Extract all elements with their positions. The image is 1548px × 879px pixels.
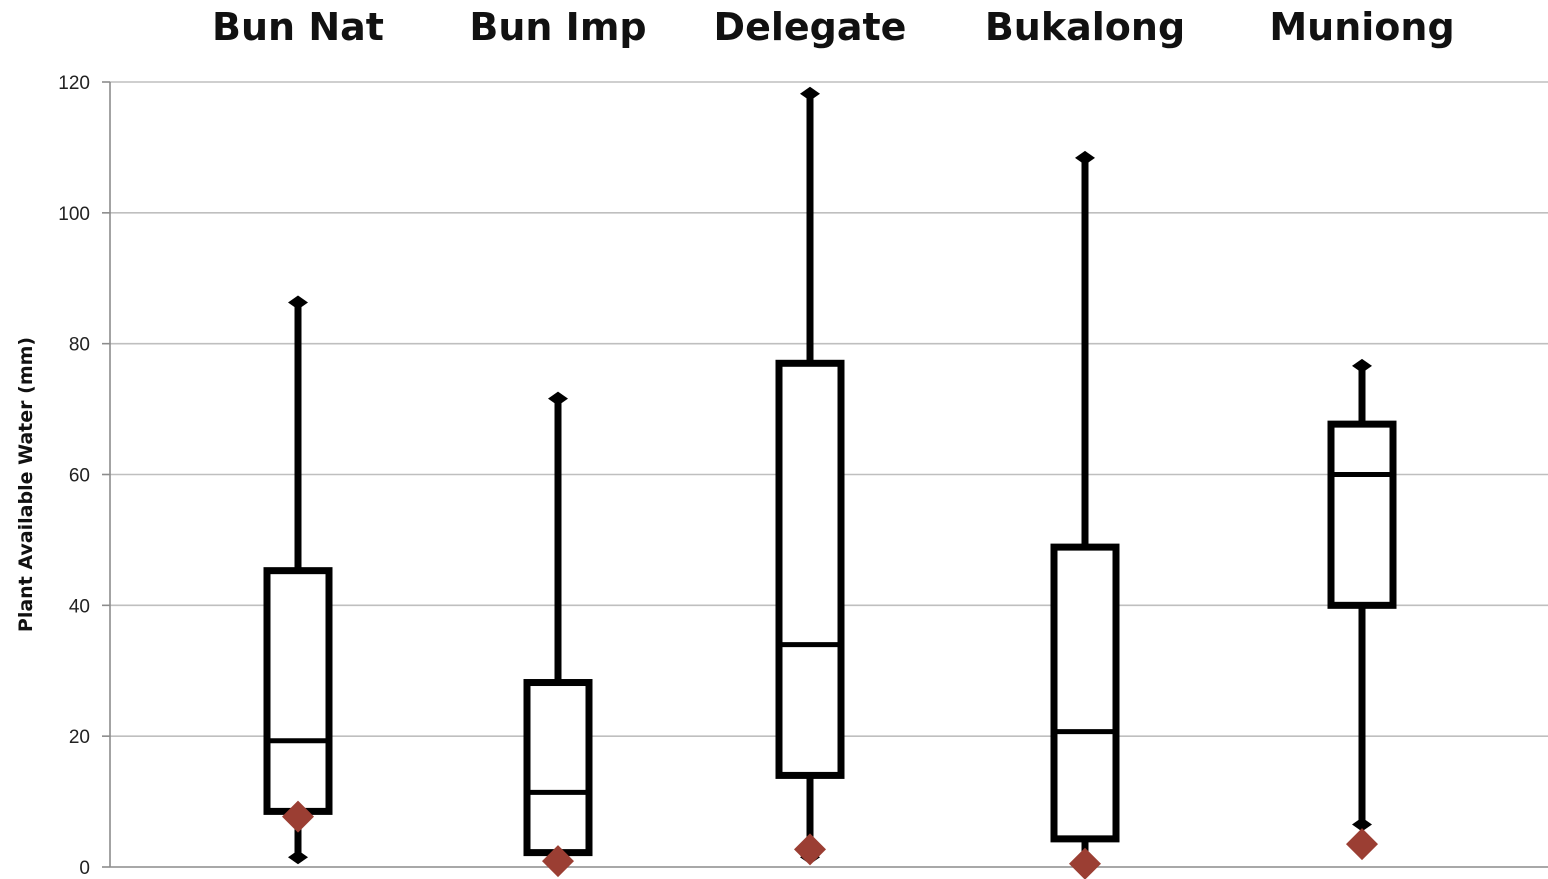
min-cap: [288, 850, 308, 865]
max-cap: [548, 391, 568, 406]
category-label: Bun Imp: [469, 5, 646, 49]
box-group: [1050, 150, 1120, 879]
iqr-box: [775, 359, 845, 779]
diamond-marker: [542, 845, 574, 878]
iqr-box: [263, 567, 333, 815]
diamond-marker: [1346, 828, 1378, 861]
box-group: [523, 391, 593, 878]
axes: [109, 82, 1548, 868]
y-tick-label: 0: [79, 858, 90, 879]
category-labels: Bun Nat Bun Imp Delegate Bukalong Muniong: [212, 5, 1455, 49]
category-label: Bun Nat: [212, 5, 384, 49]
y-tick-label: 120: [58, 73, 90, 94]
max-cap: [1075, 150, 1095, 165]
y-tick-label: 100: [58, 204, 90, 225]
y-tick-label: 60: [69, 466, 90, 487]
y-tick-label: 20: [69, 727, 90, 748]
box-group: [263, 295, 333, 865]
category-label: Bukalong: [985, 5, 1185, 49]
category-label: Muniong: [1269, 5, 1454, 49]
max-cap: [288, 295, 308, 310]
iqr-box: [523, 679, 593, 857]
box-group: [775, 86, 845, 866]
max-cap: [800, 86, 820, 101]
max-cap: [1352, 358, 1372, 373]
min-cap: [1352, 817, 1372, 832]
diamond-marker: [1069, 847, 1101, 879]
diamond-marker: [794, 833, 826, 866]
box-group: [1327, 358, 1397, 861]
iqr-box: [1050, 543, 1120, 843]
y-axis-title: Plant Available Water (mm): [15, 337, 37, 632]
iqr-box: [1327, 420, 1397, 609]
y-tick-label: 80: [69, 335, 90, 356]
diamond-marker: [282, 800, 314, 833]
category-label: Delegate: [714, 5, 907, 49]
y-tick-labels: 0 20 40 60 80 100 120: [58, 73, 90, 879]
y-tick-label: 40: [69, 596, 90, 617]
boxes: [263, 86, 1397, 879]
